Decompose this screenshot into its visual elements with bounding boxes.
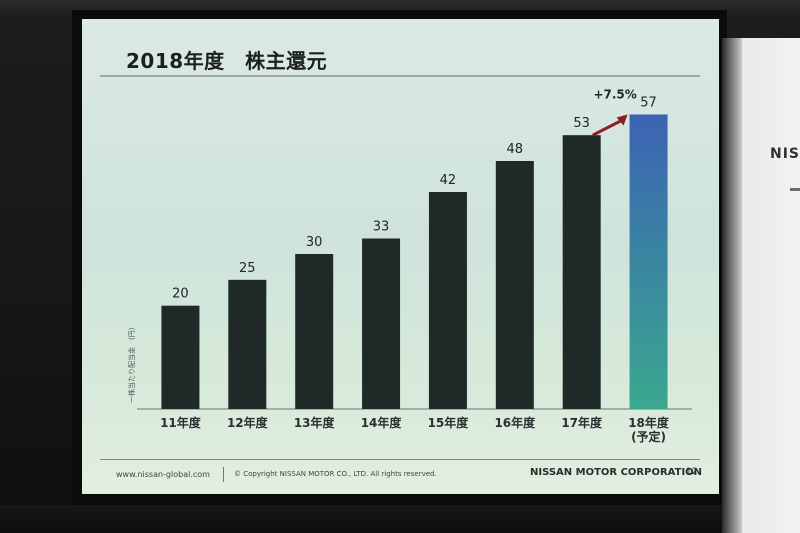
footer-company: NISSAN MOTOR CORPORATION [530,467,703,478]
bar [228,279,267,409]
x-tick-label: 14年度 [361,415,403,430]
growth-arrow [592,114,628,137]
bar-value-label: 42 [440,173,457,188]
bar-forecast [629,114,668,409]
dividend-bar-chart: 一株当たり配当金 (円) 20 11年度 25 12年度 30 13年度 33 14年度 42 1… [82,19,719,494]
bar [562,135,601,409]
growth-annotation: +7.5% [593,88,636,102]
bar-value-label: 30 [306,235,323,250]
x-tick-label: 17年度 [561,415,603,430]
x-tick-label: 11年度 [160,415,202,430]
footer-url: www.nissan-global.com [116,470,210,479]
bar [362,238,401,409]
bar [495,161,534,409]
arrow-head [616,114,628,126]
x-tick-label: 12年度 [227,415,269,430]
bar [161,305,200,409]
bar-value-label: 20 [172,287,189,302]
y-axis-label: 一株当たり配当金 (円) [127,327,136,403]
bar-value-label: 57 [640,96,657,111]
bar-value-label: 48 [507,142,524,157]
x-tick-label: 18年度 [628,415,670,430]
x-tick-label: 16年度 [494,415,536,430]
footer-separator [223,467,224,482]
chart-svg: 一株当たり配当金 (円) 20 11年度 25 12年度 30 13年度 33 14年度 42 1… [127,88,692,445]
signage-dash [790,188,800,191]
signage-edge-shadow [722,38,742,533]
bar-value-label: 33 [373,220,390,235]
title-divider [100,75,700,77]
footer-divider [100,459,700,460]
bar-group: 20 11年度 25 12年度 30 13年度 33 14年度 42 15年度 48 16年度 53 17… [160,96,670,445]
page-number: 12 [686,467,698,477]
x-tick-label: 15年度 [428,415,470,430]
x-tick-label: (予定) [631,429,666,444]
x-tick-label: 13年度 [294,415,336,430]
slide-title: 2018年度 株主還元 [126,49,328,73]
bar [295,254,334,409]
arrow-shaft [592,119,623,137]
stage-floor [0,505,722,533]
footer-copyright: © Copyright NISSAN MOTOR CO., LTD. All r… [234,470,437,478]
bar-value-label: 53 [573,116,590,131]
signage-text: NISS [770,146,800,162]
presentation-slide: 2018年度 株主還元 一株当たり配当金 (円) 20 11年度 25 12年度 30 1… [82,19,719,494]
bar-value-label: 25 [239,261,256,276]
bar [428,192,467,409]
